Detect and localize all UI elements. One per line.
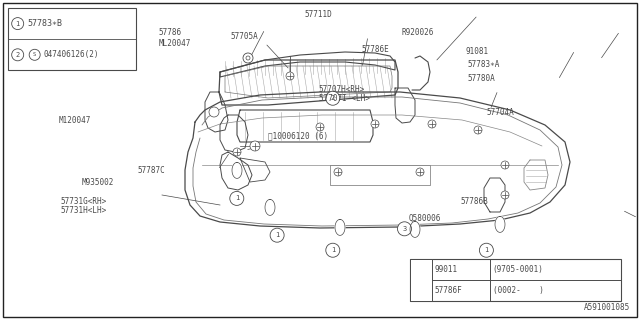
Circle shape	[316, 123, 324, 131]
Text: 1: 1	[235, 196, 239, 201]
Text: A591001085: A591001085	[584, 303, 630, 312]
Text: 1: 1	[331, 247, 335, 253]
Text: (9705-0001): (9705-0001)	[493, 265, 543, 274]
Text: 99011: 99011	[435, 265, 458, 274]
Circle shape	[246, 56, 250, 60]
Text: 57731G<RH>: 57731G<RH>	[61, 197, 107, 206]
Circle shape	[233, 148, 241, 156]
Circle shape	[479, 243, 493, 257]
Text: S: S	[33, 52, 36, 57]
Text: 57786E: 57786E	[362, 45, 389, 54]
Circle shape	[270, 228, 284, 242]
Circle shape	[29, 49, 40, 60]
Circle shape	[209, 107, 219, 117]
Text: (0002-    ): (0002- )	[493, 286, 543, 295]
Text: M935002: M935002	[82, 178, 115, 187]
Circle shape	[416, 168, 424, 176]
Circle shape	[326, 243, 340, 257]
Circle shape	[230, 191, 244, 205]
Text: 3: 3	[419, 276, 423, 284]
Polygon shape	[232, 163, 242, 178]
Text: 57786F: 57786F	[435, 286, 462, 295]
Text: 2: 2	[15, 52, 20, 58]
Circle shape	[397, 222, 412, 236]
Polygon shape	[335, 220, 345, 236]
Polygon shape	[495, 216, 505, 232]
Bar	[410, 259, 431, 301]
Circle shape	[334, 168, 342, 176]
Text: 1: 1	[484, 247, 488, 253]
Text: 57705A: 57705A	[230, 32, 258, 41]
Circle shape	[413, 272, 429, 288]
Text: 1: 1	[275, 232, 279, 238]
Circle shape	[250, 141, 260, 151]
Text: 3: 3	[403, 226, 406, 232]
Text: 57786: 57786	[159, 28, 182, 36]
Text: ML20047: ML20047	[159, 39, 191, 48]
Text: 57704A: 57704A	[486, 108, 514, 117]
Bar	[410, 259, 621, 301]
Text: 57783∗A: 57783∗A	[467, 60, 500, 68]
Text: 2: 2	[331, 95, 335, 101]
Circle shape	[12, 18, 24, 30]
Text: Ⓑ10006120 (6): Ⓑ10006120 (6)	[268, 132, 328, 141]
Text: 57780A: 57780A	[467, 74, 495, 83]
Text: 57787C: 57787C	[138, 166, 165, 175]
Circle shape	[501, 191, 509, 199]
Circle shape	[501, 161, 509, 169]
Text: Q580006: Q580006	[408, 214, 441, 223]
Text: R920026: R920026	[402, 28, 435, 36]
Circle shape	[371, 120, 379, 128]
Text: 57707I <LH>: 57707I <LH>	[319, 94, 369, 103]
Circle shape	[428, 120, 436, 128]
Text: M120047: M120047	[59, 116, 92, 125]
Circle shape	[243, 53, 253, 63]
Text: 57731H<LH>: 57731H<LH>	[61, 206, 107, 215]
Circle shape	[286, 72, 294, 80]
Text: 1: 1	[15, 20, 20, 27]
Text: 047406126(2): 047406126(2)	[44, 50, 99, 59]
Polygon shape	[410, 221, 420, 237]
Text: 57786B: 57786B	[461, 197, 488, 206]
Bar	[8, 8, 136, 70]
Text: 57707H<RH>: 57707H<RH>	[319, 85, 365, 94]
Polygon shape	[265, 199, 275, 215]
Circle shape	[326, 91, 340, 105]
Circle shape	[12, 49, 24, 61]
Text: 91081: 91081	[466, 47, 489, 56]
Circle shape	[474, 126, 482, 134]
Text: 57711D: 57711D	[304, 10, 332, 19]
Text: 57783∗B: 57783∗B	[28, 19, 63, 28]
